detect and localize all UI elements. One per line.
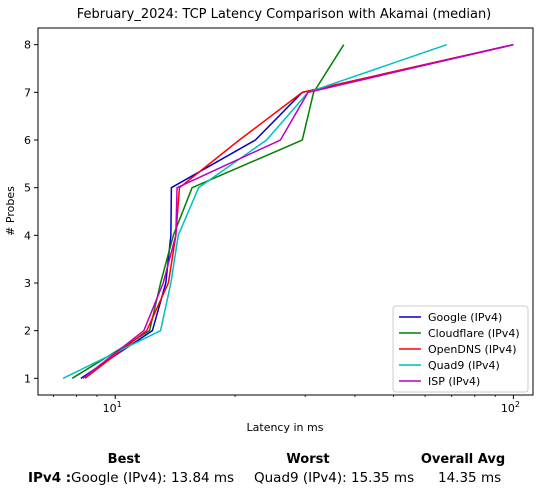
overall-avg-header: Overall Avg — [420, 452, 506, 467]
chart-title: February_2024: TCP Latency Comparison wi… — [77, 7, 492, 22]
y-axis: 1 2 3 4 5 6 7 8 — [24, 39, 38, 385]
x-tick-label: 101 — [103, 400, 122, 415]
overall-avg-value: 14.35 ms — [438, 470, 502, 486]
y-tick-label: 1 — [24, 372, 31, 385]
y-tick-label: 3 — [24, 277, 31, 290]
series-line-2 — [71, 44, 345, 379]
summary-panel: Best Worst Overall Avg IPv4 : Google (IP… — [0, 450, 541, 496]
series-line-1 — [80, 43, 514, 379]
legend-label-4: Quad9 (IPv4) — [428, 359, 500, 372]
legend-box — [392, 305, 529, 393]
y-tick-label: 5 — [24, 182, 31, 195]
series-line-3 — [84, 43, 514, 379]
legend-label-2: Cloudflare (IPv4) — [428, 327, 520, 340]
legend-label-1: Google (IPv4) — [428, 311, 502, 324]
y-tick-label: 4 — [24, 229, 31, 242]
ipv4-row-label: IPv4 : — [28, 470, 72, 486]
legend-label-3: OpenDNS (IPv4) — [428, 343, 517, 356]
latency-chart: February_2024: TCP Latency Comparison wi… — [4, 7, 534, 434]
y-tick-label: 8 — [24, 39, 31, 52]
series-line-4 — [62, 43, 447, 379]
x-axis-label: Latency in ms — [247, 421, 324, 434]
series-line-5 — [82, 43, 514, 379]
plot-area — [62, 43, 514, 379]
y-tick-label: 6 — [24, 134, 31, 147]
x-tick-label: 102 — [501, 400, 520, 415]
worst-header: Worst — [286, 452, 330, 467]
plot-frame — [37, 27, 534, 396]
worst-value: Quad9 (IPv4): 15.35 ms — [254, 470, 415, 486]
y-axis-label: # Probes — [4, 186, 17, 236]
y-tick-label: 2 — [24, 325, 31, 338]
x-axis: 101 102 — [53, 395, 520, 415]
best-value: Google (IPv4): 13.84 ms — [71, 470, 235, 486]
best-header: Best — [107, 452, 141, 467]
legend-label-5: ISP (IPv4) — [428, 375, 480, 388]
y-tick-label: 7 — [24, 86, 31, 99]
legend: Google (IPv4) Cloudflare (IPv4) OpenDNS (I… — [392, 305, 529, 393]
